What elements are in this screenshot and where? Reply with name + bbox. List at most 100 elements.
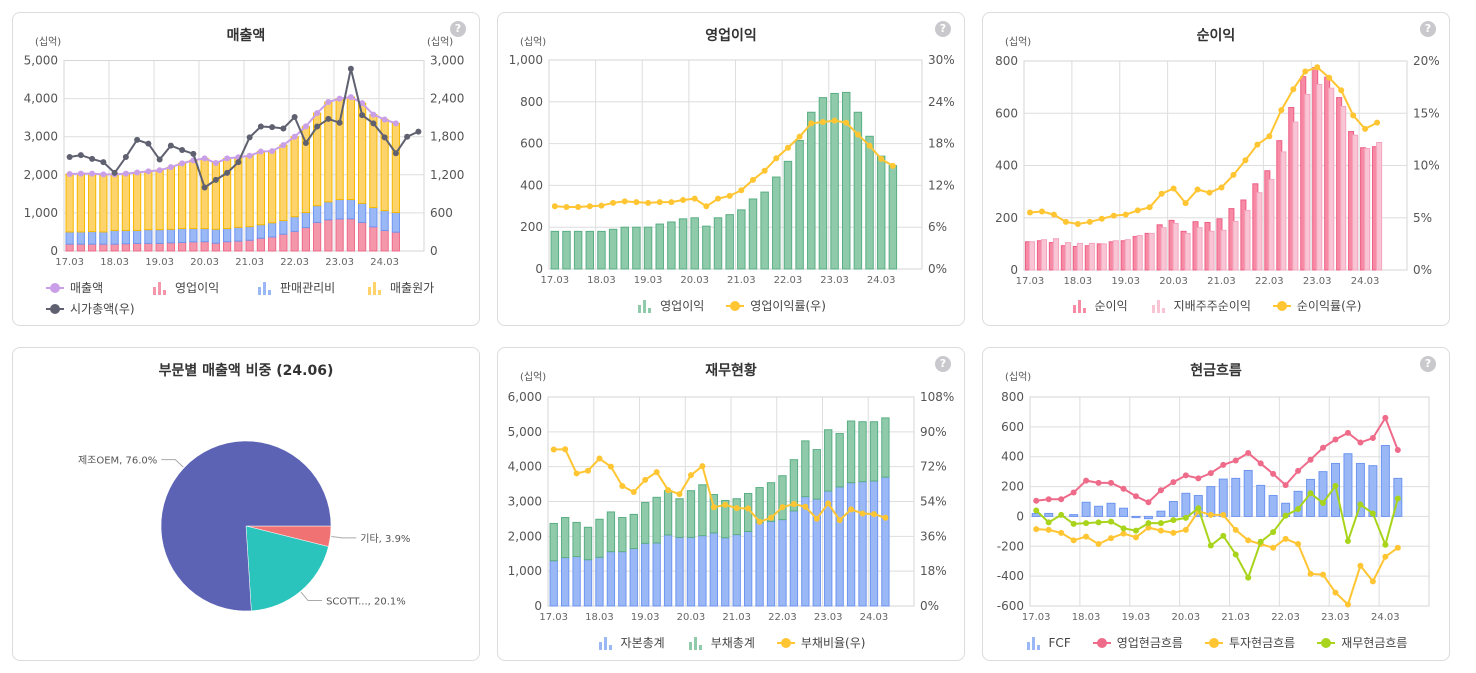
point-순이익률(우)[interactable] <box>1194 186 1201 193</box>
point-재무현금흐름[interactable] <box>1320 499 1327 506</box>
point-재무현금흐름[interactable] <box>1282 512 1289 519</box>
bar-영업이익[interactable] <box>88 243 97 252</box>
bar-판매관리비[interactable] <box>76 231 85 245</box>
bar-영업이익[interactable] <box>853 111 863 270</box>
point-시가총액(우)[interactable] <box>167 142 174 149</box>
point-시가총액(우)[interactable] <box>370 120 377 127</box>
point-순이익률(우)[interactable] <box>1290 86 1297 93</box>
point-영업이익률(우)[interactable] <box>773 155 780 162</box>
point-부채비율(우)[interactable] <box>687 472 694 479</box>
bar-지배주주순이익[interactable] <box>1316 84 1323 271</box>
point-부채비율(우)[interactable] <box>768 514 775 521</box>
bar-부채총계[interactable] <box>572 521 581 558</box>
legend-item[interactable]: 부채총계 <box>687 634 755 651</box>
point-순이익률(우)[interactable] <box>1218 184 1225 191</box>
point-시가총액(우)[interactable] <box>325 115 332 122</box>
point-시가총액(우)[interactable] <box>347 65 354 72</box>
bar-영업이익[interactable] <box>690 217 699 270</box>
bar-부채총계[interactable] <box>789 459 799 512</box>
point-시가총액(우)[interactable] <box>179 147 186 154</box>
bar-매출원가[interactable] <box>290 136 299 218</box>
point-매출액[interactable] <box>246 152 253 159</box>
bar-자본총계[interactable] <box>629 548 638 607</box>
bar-영업이익[interactable] <box>667 221 676 270</box>
point-매출액[interactable] <box>314 110 321 117</box>
bar-부채총계[interactable] <box>618 517 627 553</box>
bar-영업이익[interactable] <box>573 230 583 270</box>
bar-지배주주순이익[interactable] <box>1029 241 1036 271</box>
bar-영업이익[interactable] <box>369 226 378 252</box>
bar-영업이익[interactable] <box>358 221 367 252</box>
point-영업이익률(우)[interactable] <box>563 203 570 210</box>
point-순이익률(우)[interactable] <box>1326 74 1333 81</box>
point-영업현금흐름[interactable] <box>1307 456 1314 463</box>
point-시가총액(우)[interactable] <box>415 128 422 135</box>
point-순이익률(우)[interactable] <box>1110 212 1117 219</box>
bar-부채총계[interactable] <box>606 511 616 553</box>
point-영업이익률(우)[interactable] <box>726 192 733 199</box>
point-재무현금흐름[interactable] <box>1207 542 1214 549</box>
bar-판매관리비[interactable] <box>144 229 153 244</box>
point-영업현금흐름[interactable] <box>1145 499 1152 506</box>
bar-부채총계[interactable] <box>858 421 867 483</box>
point-영업이익률(우)[interactable] <box>703 203 710 210</box>
point-영업현금흐름[interactable] <box>1045 496 1052 503</box>
point-재무현금흐름[interactable] <box>1083 520 1090 527</box>
bar-영업이익[interactable] <box>876 155 886 270</box>
point-부채비율(우)[interactable] <box>733 505 740 512</box>
point-매출액[interactable] <box>269 148 276 155</box>
bar-영업이익[interactable] <box>234 240 243 252</box>
bar-자본총계[interactable] <box>835 486 844 607</box>
bar-영업이익[interactable] <box>313 221 322 252</box>
point-순이익률(우)[interactable] <box>1338 87 1345 94</box>
point-시가총액(우)[interactable] <box>111 169 118 176</box>
point-부채비율(우)[interactable] <box>756 518 763 525</box>
point-재무현금흐름[interactable] <box>1157 520 1164 527</box>
bar-지배주주순이익[interactable] <box>1064 242 1071 271</box>
point-순이익률(우)[interactable] <box>1350 112 1357 119</box>
point-부채비율(우)[interactable] <box>653 469 660 476</box>
bar-판매관리비[interactable] <box>369 207 378 228</box>
bar-자본총계[interactable] <box>858 481 867 607</box>
bar-영업이익[interactable] <box>268 236 277 252</box>
point-재무현금흐름[interactable] <box>1033 507 1040 514</box>
point-순이익률(우)[interactable] <box>1038 208 1045 215</box>
bar-지배주주순이익[interactable] <box>1160 227 1167 271</box>
bar-영업이익[interactable] <box>223 241 232 252</box>
bar-부채총계[interactable] <box>560 517 570 559</box>
bar-매출원가[interactable] <box>268 150 277 224</box>
point-순이익률(우)[interactable] <box>1158 190 1165 197</box>
point-매출액[interactable] <box>145 168 152 175</box>
point-영업이익률(우)[interactable] <box>633 199 640 206</box>
point-영업이익률(우)[interactable] <box>749 176 756 183</box>
bar-영업이익[interactable] <box>550 230 560 270</box>
point-순이익률(우)[interactable] <box>1086 218 1093 225</box>
point-부채비율(우)[interactable] <box>585 467 592 474</box>
point-영업현금흐름[interactable] <box>1332 436 1339 443</box>
legend-item[interactable]: 매출원가 <box>366 279 466 296</box>
point-부채비율(우)[interactable] <box>665 487 672 494</box>
bar-매출원가[interactable] <box>234 156 243 228</box>
point-매출액[interactable] <box>212 159 219 166</box>
point-투자현금흐름[interactable] <box>1070 537 1077 544</box>
bar-판매관리비[interactable] <box>358 202 367 223</box>
bar-부채총계[interactable] <box>595 518 604 558</box>
bar-판매관리비[interactable] <box>110 229 119 245</box>
point-영업이익률(우)[interactable] <box>843 119 850 126</box>
help-icon[interactable]: ? <box>1420 21 1436 37</box>
bar-부채총계[interactable] <box>698 484 707 537</box>
bar-영업이익[interactable] <box>256 237 265 252</box>
bar-판매관리비[interactable] <box>189 228 198 243</box>
bar-매출원가[interactable] <box>245 155 254 228</box>
bar-영업이익[interactable] <box>842 91 851 270</box>
bar-자본총계[interactable] <box>686 536 696 607</box>
point-시가총액(우)[interactable] <box>66 154 73 161</box>
point-부채비율(우)[interactable] <box>607 463 614 470</box>
bar-자본총계[interactable] <box>743 530 753 607</box>
bar-부채총계[interactable] <box>629 513 638 550</box>
bar-영업이익[interactable] <box>178 241 187 252</box>
bar-판매관리비[interactable] <box>155 229 164 244</box>
bar-영업이익[interactable] <box>597 230 606 270</box>
point-투자현금흐름[interactable] <box>1270 544 1277 551</box>
point-영업이익률(우)[interactable] <box>586 203 593 210</box>
